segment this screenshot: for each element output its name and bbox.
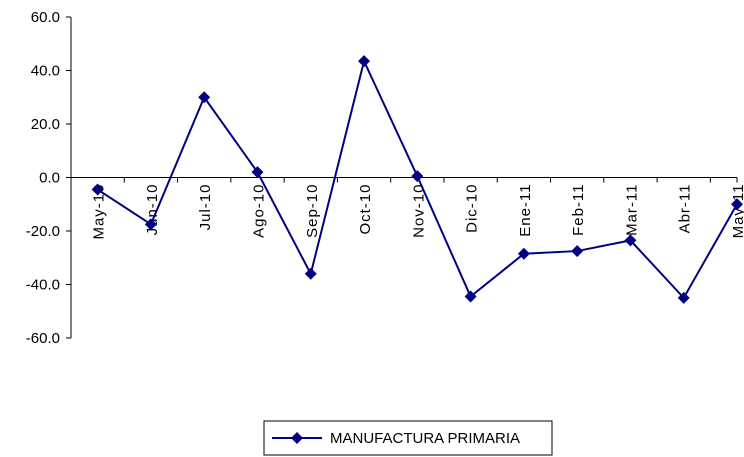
x-axis: May-10 Jun-10 Jul-10 Ago-10 Sep-10 Oct-10 Nov-…	[70, 177, 744, 240]
x-tick-label: Sep-10	[304, 184, 321, 238]
x-tick-label: Jul-10	[197, 184, 214, 231]
x-tick-label: May-10	[91, 184, 108, 240]
data-point-marker	[358, 55, 371, 68]
data-point-marker	[624, 234, 637, 247]
y-tick-label: 0.0	[39, 170, 60, 187]
y-axis: 60.0 40.0 20.0 0.0 -20.0 -40.0 -60.0	[26, 9, 72, 347]
data-point-marker	[411, 170, 424, 183]
data-point-marker	[731, 198, 743, 211]
x-tick-label: Dic-10	[464, 183, 481, 232]
data-point-marker	[517, 247, 530, 260]
y-tick-label: 60.0	[31, 9, 60, 26]
data-point-marker	[304, 267, 317, 280]
y-tick-label: -60.0	[26, 330, 60, 347]
data-point-marker	[571, 245, 584, 258]
y-tick-label: 20.0	[31, 116, 60, 133]
x-tick-label: Mar-11	[623, 184, 640, 236]
data-point-marker	[251, 166, 264, 179]
legend-marker-swatch	[291, 432, 303, 444]
x-tick-label: Feb-11	[570, 184, 587, 236]
series-manufactura-primaria	[91, 55, 743, 304]
data-point-marker	[677, 291, 690, 304]
y-tick-label: 40.0	[31, 63, 60, 80]
y-tick-label: -40.0	[26, 277, 60, 294]
x-tick-label: Ago-10	[250, 184, 267, 238]
x-tick-label: Oct-10	[357, 184, 374, 235]
data-point-marker	[91, 183, 104, 196]
x-tick-label: Ene-11	[517, 184, 534, 237]
data-point-marker	[464, 290, 477, 303]
y-tick-label: -20.0	[26, 223, 60, 240]
x-tick-label: Abr-11	[677, 184, 694, 234]
x-tick-label: Nov-10	[410, 184, 427, 238]
data-point-marker	[198, 91, 211, 104]
legend-label: MANUFACTURA PRIMARIA	[330, 430, 520, 447]
legend: MANUFACTURA PRIMARIA	[263, 420, 553, 456]
x-tick-label: May-11	[730, 184, 744, 239]
data-point-marker	[144, 218, 157, 231]
